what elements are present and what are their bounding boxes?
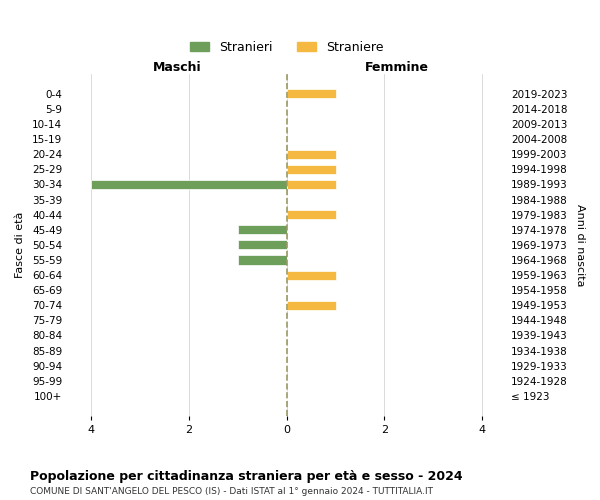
Legend: Stranieri, Straniere: Stranieri, Straniere	[185, 36, 389, 59]
Text: COMUNE DI SANT'ANGELO DEL PESCO (IS) - Dati ISTAT al 1° gennaio 2024 - TUTTITALI: COMUNE DI SANT'ANGELO DEL PESCO (IS) - D…	[30, 488, 433, 496]
Bar	[91, 180, 287, 189]
Y-axis label: Fasce di età: Fasce di età	[15, 212, 25, 278]
Text: Maschi: Maschi	[152, 62, 201, 74]
Bar	[238, 226, 287, 234]
Bar	[287, 165, 335, 174]
Bar	[287, 90, 335, 98]
Bar	[287, 270, 335, 280]
Text: Femmine: Femmine	[365, 62, 428, 74]
Bar	[287, 150, 335, 159]
Text: Popolazione per cittadinanza straniera per età e sesso - 2024: Popolazione per cittadinanza straniera p…	[30, 470, 463, 483]
Bar	[238, 256, 287, 264]
Bar	[287, 180, 335, 189]
Bar	[287, 301, 335, 310]
Bar	[238, 240, 287, 250]
Bar	[287, 210, 335, 219]
Y-axis label: Anni di nascita: Anni di nascita	[575, 204, 585, 286]
